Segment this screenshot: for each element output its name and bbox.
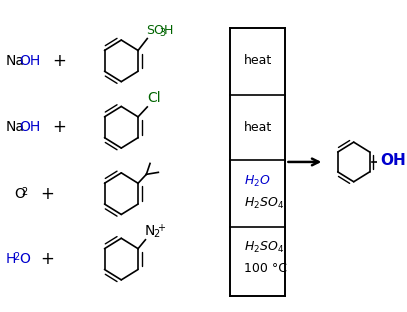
Text: O: O (19, 252, 30, 266)
Text: heat: heat (244, 121, 272, 134)
Text: +: + (158, 223, 165, 233)
Text: $H_2SO_4$: $H_2SO_4$ (244, 196, 284, 211)
Text: +: + (40, 250, 54, 268)
Text: Na: Na (6, 54, 25, 68)
Text: $H_2O$: $H_2O$ (244, 174, 271, 189)
Text: 2: 2 (13, 252, 20, 262)
Text: SO: SO (147, 24, 164, 37)
Text: O: O (14, 187, 25, 201)
Text: $H_2SO_4$: $H_2SO_4$ (244, 240, 284, 255)
Text: H: H (6, 252, 16, 266)
Text: 2: 2 (22, 187, 28, 197)
Text: Cl: Cl (147, 91, 161, 105)
Text: heat: heat (244, 54, 272, 67)
Text: OH: OH (381, 154, 406, 168)
Text: 100 °C: 100 °C (244, 262, 287, 275)
Text: 3: 3 (159, 27, 165, 37)
Text: N: N (144, 224, 155, 238)
Text: H: H (164, 24, 173, 37)
Text: +: + (52, 52, 66, 70)
Text: OH: OH (19, 54, 40, 68)
Text: +: + (40, 185, 54, 203)
Text: 2: 2 (153, 229, 159, 239)
Text: Na: Na (6, 120, 25, 134)
Text: OH: OH (19, 120, 40, 134)
Text: +: + (52, 118, 66, 136)
